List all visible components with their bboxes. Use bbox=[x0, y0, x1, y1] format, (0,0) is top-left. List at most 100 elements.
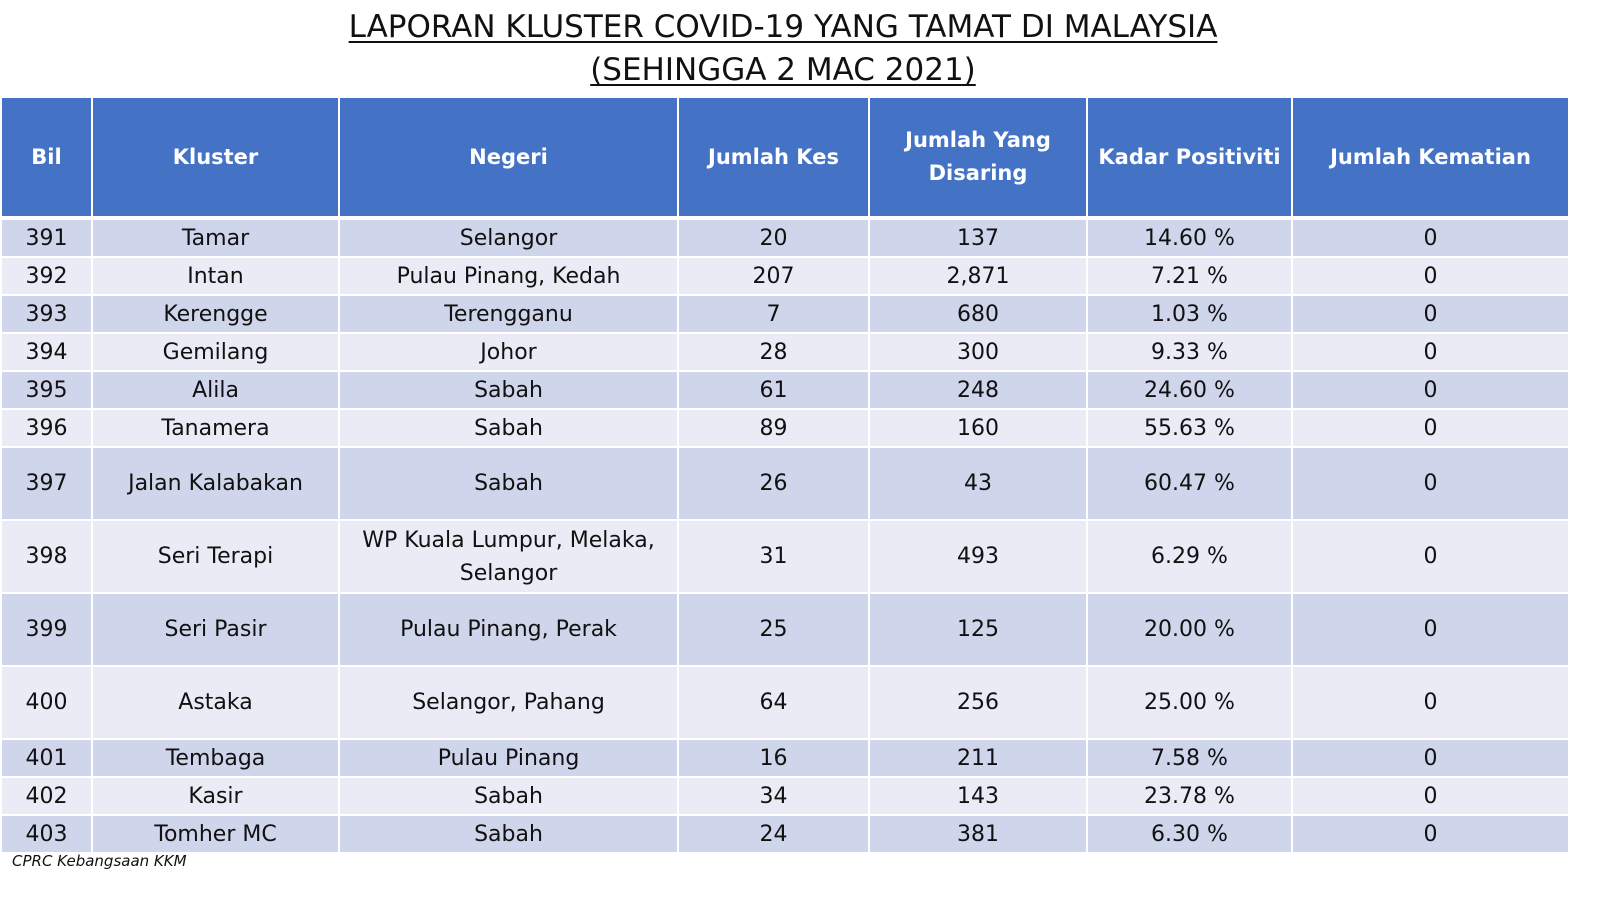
cell-bil: 402 bbox=[0, 777, 93, 816]
cell-bil: 397 bbox=[0, 447, 93, 521]
cell-negeri: Selangor bbox=[338, 218, 679, 258]
cell-jumlah-disaring: 493 bbox=[868, 520, 1088, 594]
cell-negeri: Sabah bbox=[338, 447, 679, 521]
cell-bil: 392 bbox=[0, 257, 93, 296]
cell-jumlah-disaring: 137 bbox=[868, 218, 1088, 258]
table-row: 400 Astaka Selangor, Pahang 64 256 25.00 % 0 bbox=[0, 666, 1570, 740]
cell-negeri: Terengganu bbox=[338, 295, 679, 334]
cell-bil: 403 bbox=[0, 815, 93, 854]
table-row: 394 Gemilang Johor 28 300 9.33 % 0 bbox=[0, 333, 1570, 372]
cell-kluster: Seri Pasir bbox=[91, 593, 340, 667]
cell-jumlah-kematian: 0 bbox=[1291, 371, 1570, 410]
cell-jumlah-disaring: 160 bbox=[868, 409, 1088, 448]
cell-bil: 391 bbox=[0, 218, 93, 258]
cell-jumlah-disaring: 125 bbox=[868, 593, 1088, 667]
cell-jumlah-disaring: 143 bbox=[868, 777, 1088, 816]
cell-kluster: Gemilang bbox=[91, 333, 340, 372]
header-kluster: Kluster bbox=[91, 98, 340, 220]
cell-kadar-positiviti: 14.60 % bbox=[1086, 218, 1293, 258]
cell-jumlah-kes: 25 bbox=[677, 593, 870, 667]
cell-negeri: Pulau Pinang bbox=[338, 739, 679, 778]
cell-jumlah-kematian: 0 bbox=[1291, 593, 1570, 667]
cell-negeri: Sabah bbox=[338, 371, 679, 410]
cell-negeri: Pulau Pinang, Kedah bbox=[338, 257, 679, 296]
cell-bil: 399 bbox=[0, 593, 93, 667]
cell-jumlah-kes: 61 bbox=[677, 371, 870, 410]
cell-jumlah-kes: 7 bbox=[677, 295, 870, 334]
cell-jumlah-disaring: 256 bbox=[868, 666, 1088, 740]
cell-jumlah-kes: 16 bbox=[677, 739, 870, 778]
cell-jumlah-kes: 34 bbox=[677, 777, 870, 816]
cell-negeri: Selangor, Pahang bbox=[338, 666, 679, 740]
table-row: 396 Tanamera Sabah 89 160 55.63 % 0 bbox=[0, 409, 1570, 448]
cell-negeri: Sabah bbox=[338, 409, 679, 448]
header-bil: Bil bbox=[0, 98, 93, 220]
cell-negeri: WP Kuala Lumpur, Melaka, Selangor bbox=[338, 520, 679, 594]
cell-kluster: Tamar bbox=[91, 218, 340, 258]
cell-kluster: Seri Terapi bbox=[91, 520, 340, 594]
cell-jumlah-kes: 207 bbox=[677, 257, 870, 296]
cell-kadar-positiviti: 1.03 % bbox=[1086, 295, 1293, 334]
cell-kadar-positiviti: 24.60 % bbox=[1086, 371, 1293, 410]
cell-jumlah-disaring: 248 bbox=[868, 371, 1088, 410]
report-title-line2: (SEHINGGA 2 MAC 2021) bbox=[590, 52, 976, 88]
cell-kadar-positiviti: 23.78 % bbox=[1086, 777, 1293, 816]
cell-kluster: Tembaga bbox=[91, 739, 340, 778]
table-row: 392 Intan Pulau Pinang, Kedah 207 2,871 7.21 … bbox=[0, 257, 1570, 296]
cell-bil: 398 bbox=[0, 520, 93, 594]
cell-jumlah-kematian: 0 bbox=[1291, 666, 1570, 740]
cell-kluster: Jalan Kalabakan bbox=[91, 447, 340, 521]
header-negeri: Negeri bbox=[338, 98, 679, 220]
table-row: 399 Seri Pasir Pulau Pinang, Perak 25 125 20.… bbox=[0, 593, 1570, 667]
cell-jumlah-kes: 26 bbox=[677, 447, 870, 521]
cell-kadar-positiviti: 7.21 % bbox=[1086, 257, 1293, 296]
cell-bil: 401 bbox=[0, 739, 93, 778]
header-jumlah-kematian: Jumlah Kematian bbox=[1291, 98, 1570, 220]
cell-jumlah-kematian: 0 bbox=[1291, 447, 1570, 521]
cell-kadar-positiviti: 25.00 % bbox=[1086, 666, 1293, 740]
cell-kadar-positiviti: 6.30 % bbox=[1086, 815, 1293, 854]
cell-kluster: Kerengge bbox=[91, 295, 340, 334]
cluster-table: Bil Kluster Negeri Jumlah Kes Jumlah Yan… bbox=[0, 98, 1570, 854]
cell-jumlah-disaring: 43 bbox=[868, 447, 1088, 521]
cell-bil: 400 bbox=[0, 666, 93, 740]
cell-kluster: Intan bbox=[91, 257, 340, 296]
cell-bil: 393 bbox=[0, 295, 93, 334]
cell-jumlah-kematian: 0 bbox=[1291, 777, 1570, 816]
cell-jumlah-kematian: 0 bbox=[1291, 520, 1570, 594]
cell-jumlah-kes: 64 bbox=[677, 666, 870, 740]
cell-negeri: Pulau Pinang, Perak bbox=[338, 593, 679, 667]
cell-negeri: Sabah bbox=[338, 815, 679, 854]
cell-jumlah-kes: 28 bbox=[677, 333, 870, 372]
cell-kluster: Tomher MC bbox=[91, 815, 340, 854]
cell-negeri: Sabah bbox=[338, 777, 679, 816]
cell-bil: 396 bbox=[0, 409, 93, 448]
cell-jumlah-kematian: 0 bbox=[1291, 409, 1570, 448]
cell-kadar-positiviti: 6.29 % bbox=[1086, 520, 1293, 594]
table-row: 401 Tembaga Pulau Pinang 16 211 7.58 % 0 bbox=[0, 739, 1570, 778]
table-body: 391 Tamar Selangor 20 137 14.60 % 0 392 Intan Pul… bbox=[0, 218, 1570, 854]
cell-jumlah-disaring: 211 bbox=[868, 739, 1088, 778]
cell-jumlah-disaring: 680 bbox=[868, 295, 1088, 334]
header-kadar-positiviti: Kadar Positiviti bbox=[1086, 98, 1293, 220]
table-row: 391 Tamar Selangor 20 137 14.60 % 0 bbox=[0, 218, 1570, 258]
cell-jumlah-kes: 20 bbox=[677, 218, 870, 258]
cell-kluster: Alila bbox=[91, 371, 340, 410]
header-jumlah-kes: Jumlah Kes bbox=[677, 98, 870, 220]
cell-kadar-positiviti: 20.00 % bbox=[1086, 593, 1293, 667]
cell-jumlah-kematian: 0 bbox=[1291, 333, 1570, 372]
cell-jumlah-kematian: 0 bbox=[1291, 815, 1570, 854]
header-row: Bil Kluster Negeri Jumlah Kes Jumlah Yan… bbox=[0, 98, 1570, 220]
cell-kadar-positiviti: 9.33 % bbox=[1086, 333, 1293, 372]
cell-kluster: Astaka bbox=[91, 666, 340, 740]
cell-jumlah-kematian: 0 bbox=[1291, 295, 1570, 334]
report-title: LAPORAN KLUSTER COVID-19 YANG TAMAT DI M… bbox=[0, 6, 1566, 92]
cell-jumlah-disaring: 300 bbox=[868, 333, 1088, 372]
cell-bil: 395 bbox=[0, 371, 93, 410]
cell-kluster: Kasir bbox=[91, 777, 340, 816]
table-row: 402 Kasir Sabah 34 143 23.78 % 0 bbox=[0, 777, 1570, 816]
table-header: Bil Kluster Negeri Jumlah Kes Jumlah Yan… bbox=[0, 98, 1570, 220]
cell-jumlah-kes: 31 bbox=[677, 520, 870, 594]
cell-kluster: Tanamera bbox=[91, 409, 340, 448]
